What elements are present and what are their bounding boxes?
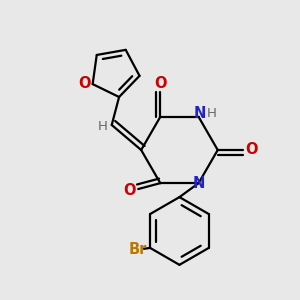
Text: O: O (123, 183, 136, 198)
Text: O: O (154, 76, 167, 91)
Text: O: O (78, 76, 91, 91)
Text: N: N (194, 106, 206, 122)
Text: N: N (192, 176, 205, 190)
Text: O: O (245, 142, 258, 158)
Text: H: H (207, 107, 217, 120)
Text: Br: Br (129, 242, 147, 257)
Text: H: H (98, 120, 108, 133)
